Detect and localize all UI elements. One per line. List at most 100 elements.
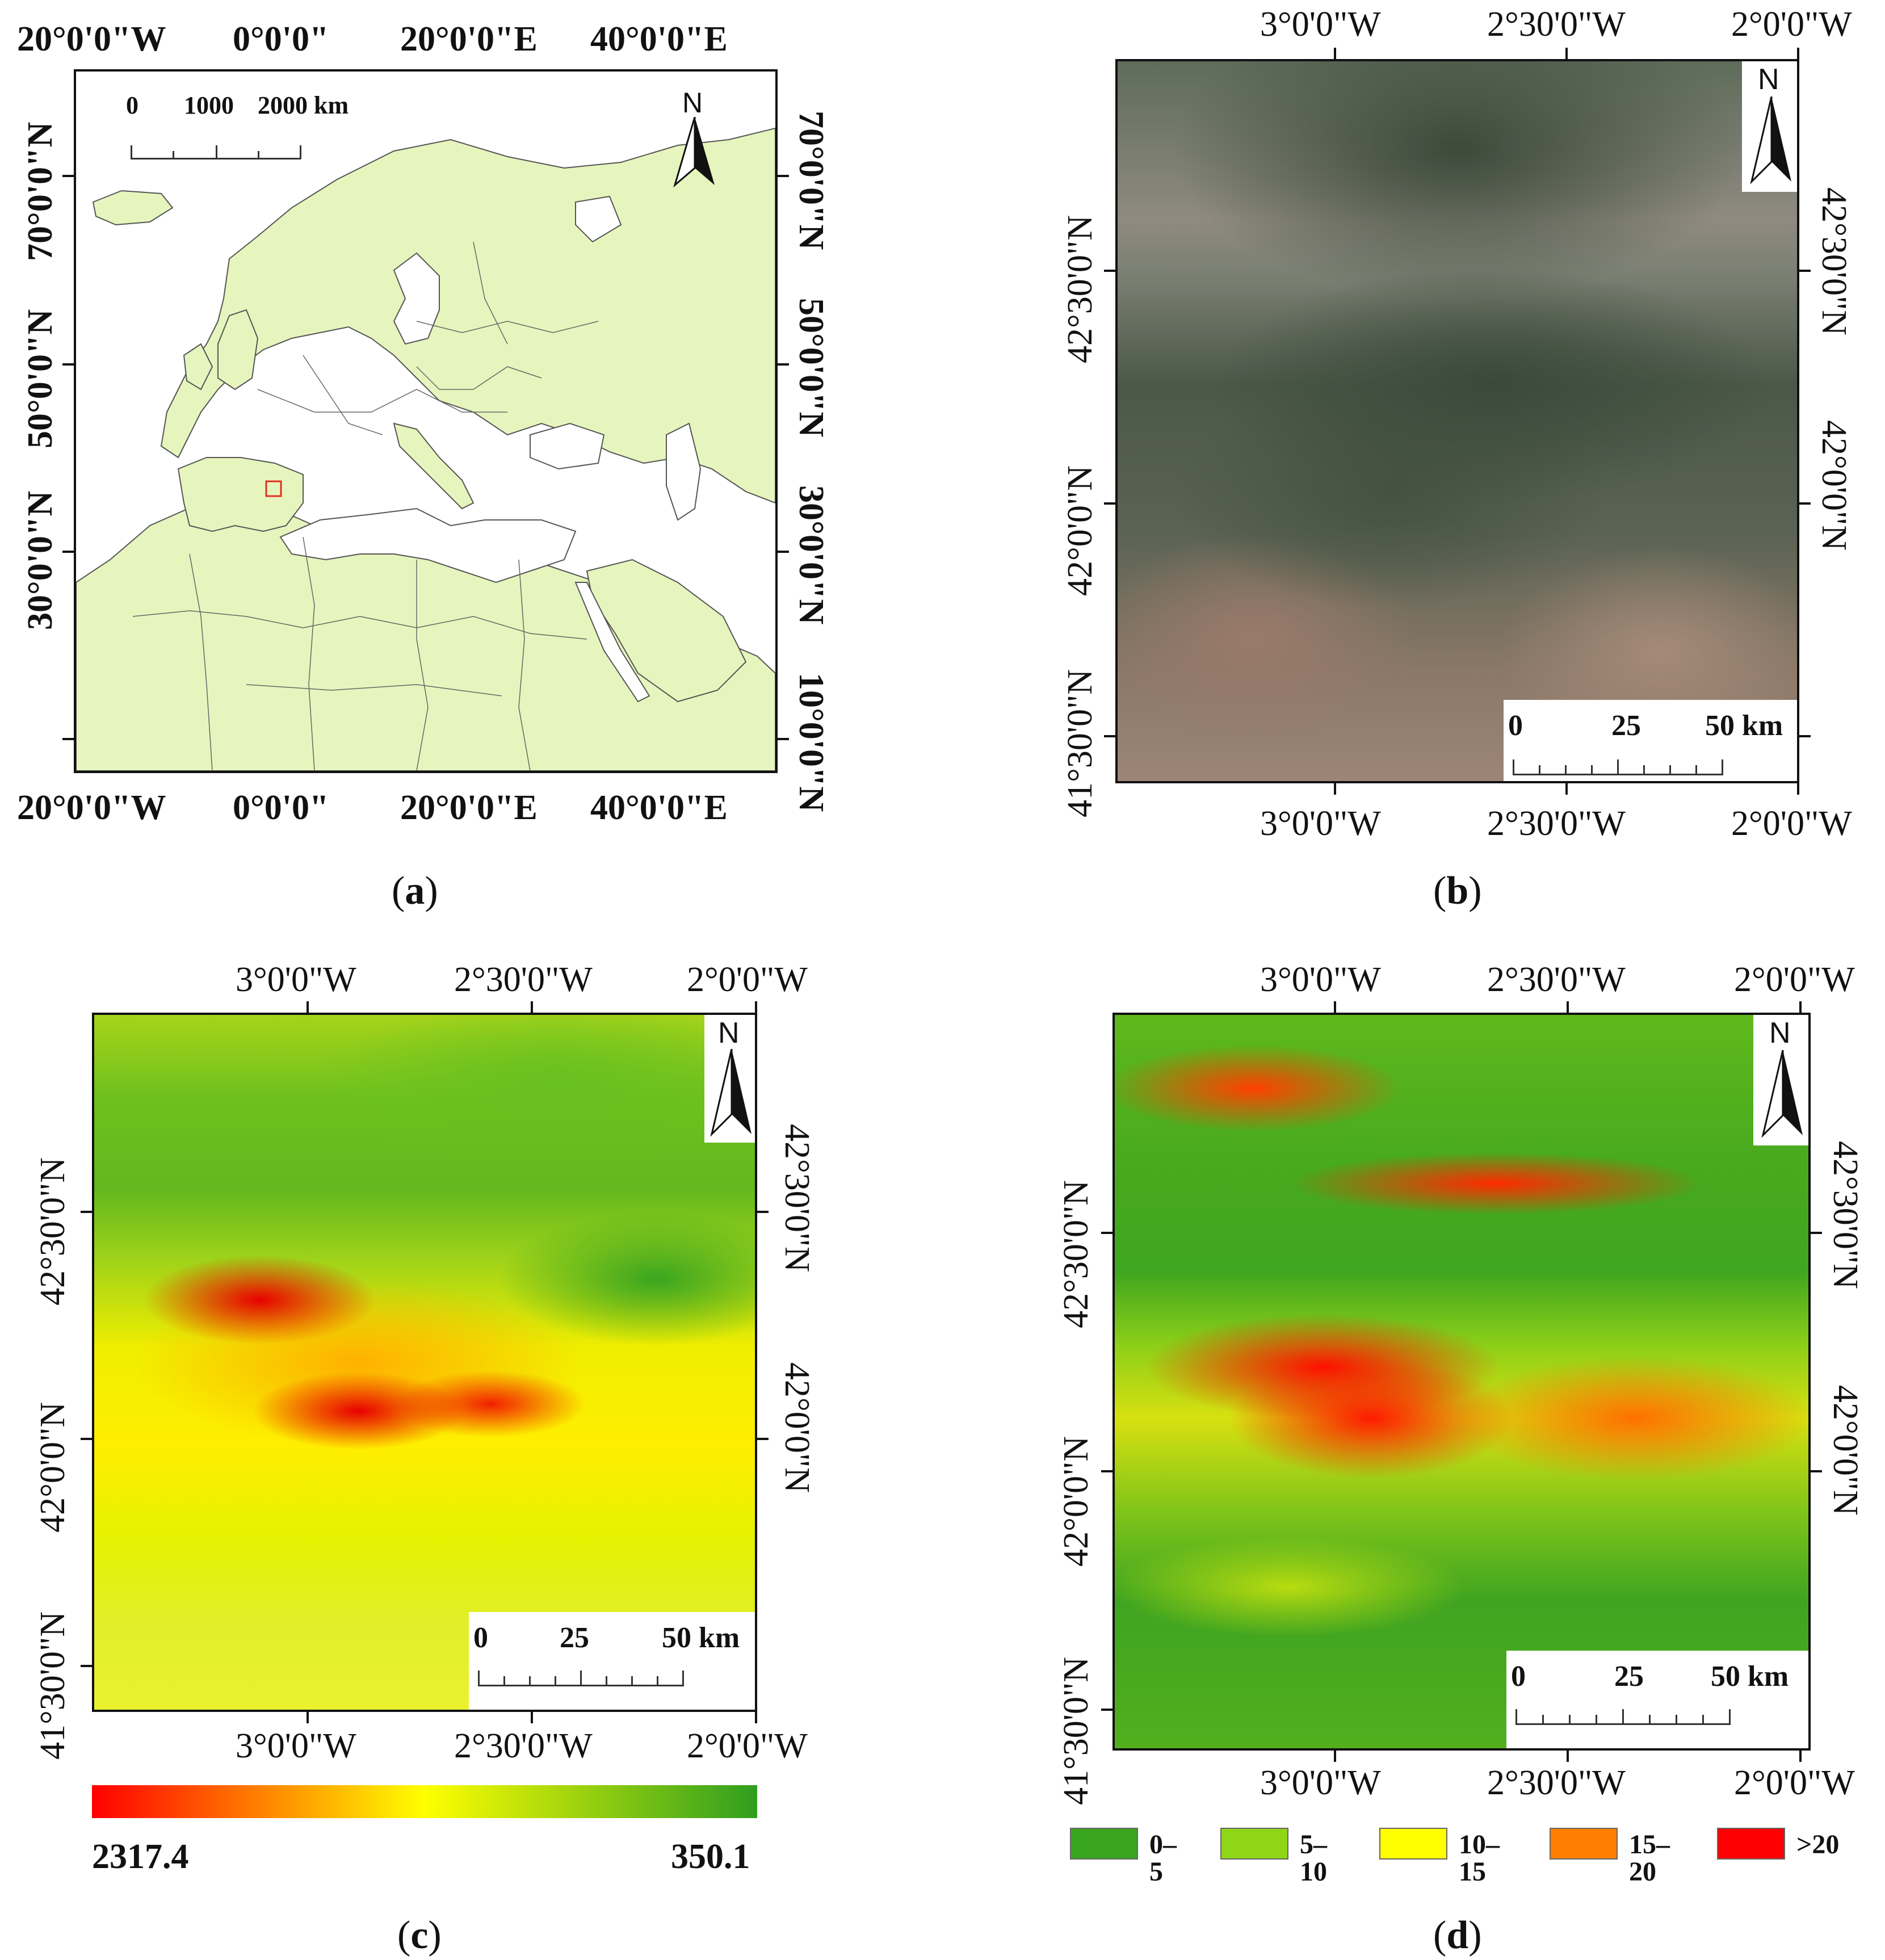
panel-c-colorbar-max-label: 350.1 <box>671 1837 750 1876</box>
panel-c-scale-label-0: 0 <box>473 1622 488 1654</box>
panel-c-elevation-frame: 0 25 50 km N <box>92 1013 757 1712</box>
panel-a-right-lat-label: 70°0'0"N <box>792 111 830 250</box>
panel-c-elevation-map: 3°0'0"W 2°30'0"W 2°0'0"W 0 25 50 km N <box>0 931 851 1960</box>
panel-a-left-lat-label: 30°0'0"N <box>21 490 60 630</box>
panel-c-bottom-lon-label: 2°0'0"W <box>687 1727 808 1765</box>
panel-c-top-lon-label: 3°0'0"W <box>236 960 356 999</box>
panel-a-bottom-lon-label: 40°0'0"E <box>590 788 728 827</box>
panel-b-top-lon-label: 2°30'0"W <box>1487 5 1626 44</box>
panel-a-scale-label-1000: 1000 <box>184 91 234 119</box>
panel-c-bottom-lon-label: 3°0'0"W <box>236 1727 356 1765</box>
north-arrow-icon <box>710 1049 752 1137</box>
panel-d-left-lat-label: 42°0'0"N <box>1057 1436 1095 1567</box>
panel-a-bottom-lon-label: 20°0'0"W <box>17 788 166 827</box>
panel-b-top-lon-label: 3°0'0"W <box>1260 5 1381 44</box>
panel-c-left-lat-label: 41°30'0"N <box>33 1611 72 1760</box>
panel-a-top-lon-label: 20°0'0"W <box>17 20 166 58</box>
panel-d-top-lon-label: 2°0'0"W <box>1734 960 1855 999</box>
panel-a-left-lat-label: 70°0'0"N <box>21 121 60 261</box>
north-arrow-icon <box>1761 1050 1803 1138</box>
panel-a-land-shapes <box>76 127 775 771</box>
panel-c-north-arrow: N <box>704 1015 755 1143</box>
panel-d-slope-map: 3°0'0"W 2°30'0"W 2°0'0"W 0 25 50 km N <box>942 931 1885 1960</box>
panel-d-right-lat-label: 42°30'0"N <box>1826 1141 1865 1290</box>
panel-d-scale-label-0: 0 <box>1511 1660 1526 1693</box>
panel-d-left-lat-label: 41°30'0"N <box>1057 1656 1095 1805</box>
legend-label: >20 <box>1796 1829 1840 1860</box>
panel-d-slope-frame: 0 25 50 km N <box>1112 1013 1811 1751</box>
panel-d-left-lat-label: 42°30'0"N <box>1057 1180 1095 1328</box>
legend-swatch <box>1717 1828 1785 1860</box>
panel-b-caption: (b) <box>1433 869 1482 913</box>
panel-c-scale-label-25: 25 <box>560 1622 589 1654</box>
north-arrow-icon <box>1750 96 1791 184</box>
panel-a-top-lon-label: 20°0'0"E <box>400 20 538 58</box>
panel-c-scale-bar: 0 25 50 km <box>469 1612 755 1710</box>
panel-b-scale-label-0: 0 <box>1508 710 1523 742</box>
panel-a-right-lat-label: 10°0'0"N <box>792 673 830 812</box>
panel-d-right-lat-label: 42°0'0"N <box>1826 1385 1865 1516</box>
panel-c-caption: (c) <box>397 1913 442 1957</box>
north-arrow-icon <box>673 117 715 188</box>
panel-b-bottom-lon-label: 3°0'0"W <box>1260 804 1381 843</box>
panel-d-scale-bar: 0 25 50 km <box>1506 1651 1808 1748</box>
panel-b-left-lat-label: 41°30'0"N <box>1061 669 1099 817</box>
panel-d-bottom-lon-label: 2°30'0"W <box>1487 1764 1626 1802</box>
panel-b-scale-label-50: 50 km <box>1705 710 1783 742</box>
panel-d-bottom-lon-label: 2°0'0"W <box>1734 1764 1855 1802</box>
panel-d-north-arrow: N <box>1753 1015 1808 1145</box>
panel-b-scale-bar: 0 25 50 km <box>1504 700 1797 781</box>
panel-b-scale-label-25: 25 <box>1611 710 1641 742</box>
panel-c-north-label: N <box>718 1017 740 1050</box>
panel-a-sea-shapes <box>279 195 702 703</box>
panel-a-right-lat-label: 30°0'0"N <box>792 485 830 625</box>
panel-d-scale-label-25: 25 <box>1614 1660 1644 1693</box>
panel-a-north-arrow: N <box>661 89 729 191</box>
panel-a-map-frame: 0 1000 2000 km N <box>74 69 778 773</box>
panel-d-slope-legend: 0–5 5–10 10–15 15–20 >20 <box>1070 1828 1885 1886</box>
panel-c-top-lon-label: 2°0'0"W <box>687 960 808 999</box>
panel-a-top-lon-label: 40°0'0"E <box>590 20 728 58</box>
legend-label: 15–20 <box>1629 1829 1670 1887</box>
panel-c-left-lat-label: 42°0'0"N <box>33 1401 72 1533</box>
panel-c-right-lat-label: 42°30'0"N <box>778 1124 816 1273</box>
panel-b-bottom-lon-label: 2°30'0"W <box>1487 804 1626 843</box>
legend-swatch <box>1070 1828 1138 1860</box>
panel-c-elevation-colorbar <box>92 1785 757 1818</box>
panel-a-europe-map: 20°0'0"W 0°0'0" 20°0'0"E 40°0'0"E <box>0 0 851 913</box>
panel-a-scale-label-0: 0 <box>126 91 138 119</box>
panel-b-left-lat-label: 42°0'0"N <box>1061 465 1099 596</box>
panel-a-north-label: N <box>682 87 703 119</box>
panel-a-right-lat-label: 50°0'0"N <box>792 298 830 438</box>
panel-a-top-lon-label: 0°0'0" <box>233 20 329 58</box>
panel-c-left-lat-label: 42°30'0"N <box>33 1157 72 1306</box>
panel-c-bottom-lon-label: 2°30'0"W <box>454 1727 593 1765</box>
legend-label: 5–10 <box>1300 1829 1327 1887</box>
panel-d-bottom-lon-label: 3°0'0"W <box>1260 1764 1381 1802</box>
panel-d-top-lon-label: 3°0'0"W <box>1260 960 1381 999</box>
panel-b-satellite-frame: 0 25 50 km N <box>1115 59 1799 783</box>
panel-c-colorbar-min-label: 2317.4 <box>92 1837 189 1876</box>
panel-c-scale-label-50: 50 km <box>662 1622 740 1654</box>
panel-a-borders <box>132 241 599 771</box>
panel-d-top-lon-label: 2°30'0"W <box>1487 960 1626 999</box>
panel-b-right-lat-label: 42°30'0"N <box>1815 187 1853 336</box>
panel-b-north-label: N <box>1758 63 1779 96</box>
legend-label: 10–15 <box>1459 1829 1500 1887</box>
panel-a-caption: (a) <box>392 869 438 913</box>
legend-swatch <box>1220 1828 1288 1860</box>
panel-b-satellite-map: 3°0'0"W 2°30'0"W 2°0'0"W 0 25 50 km N <box>942 0 1885 913</box>
panel-a-bottom-lon-label: 0°0'0" <box>233 788 329 827</box>
panel-d-north-label: N <box>1769 1017 1791 1050</box>
legend-label: 0–5 <box>1149 1829 1177 1887</box>
panel-a-scale-label-2000: 2000 km <box>258 91 349 119</box>
panel-a-scale-bar: 0 1000 2000 km <box>121 89 349 160</box>
panel-b-left-lat-label: 42°30'0"N <box>1061 215 1099 363</box>
panel-a-left-lat-label: 50°0'0"N <box>21 309 60 448</box>
panel-b-right-lat-label: 42°0'0"N <box>1815 420 1853 551</box>
panel-a-study-area-marker <box>265 480 282 497</box>
panel-b-bottom-lon-label: 2°0'0"W <box>1731 804 1852 843</box>
panel-d-caption: (d) <box>1433 1913 1482 1957</box>
panel-a-bottom-lon-label: 20°0'0"E <box>400 788 538 827</box>
panel-c-right-lat-label: 42°0'0"N <box>778 1362 816 1493</box>
